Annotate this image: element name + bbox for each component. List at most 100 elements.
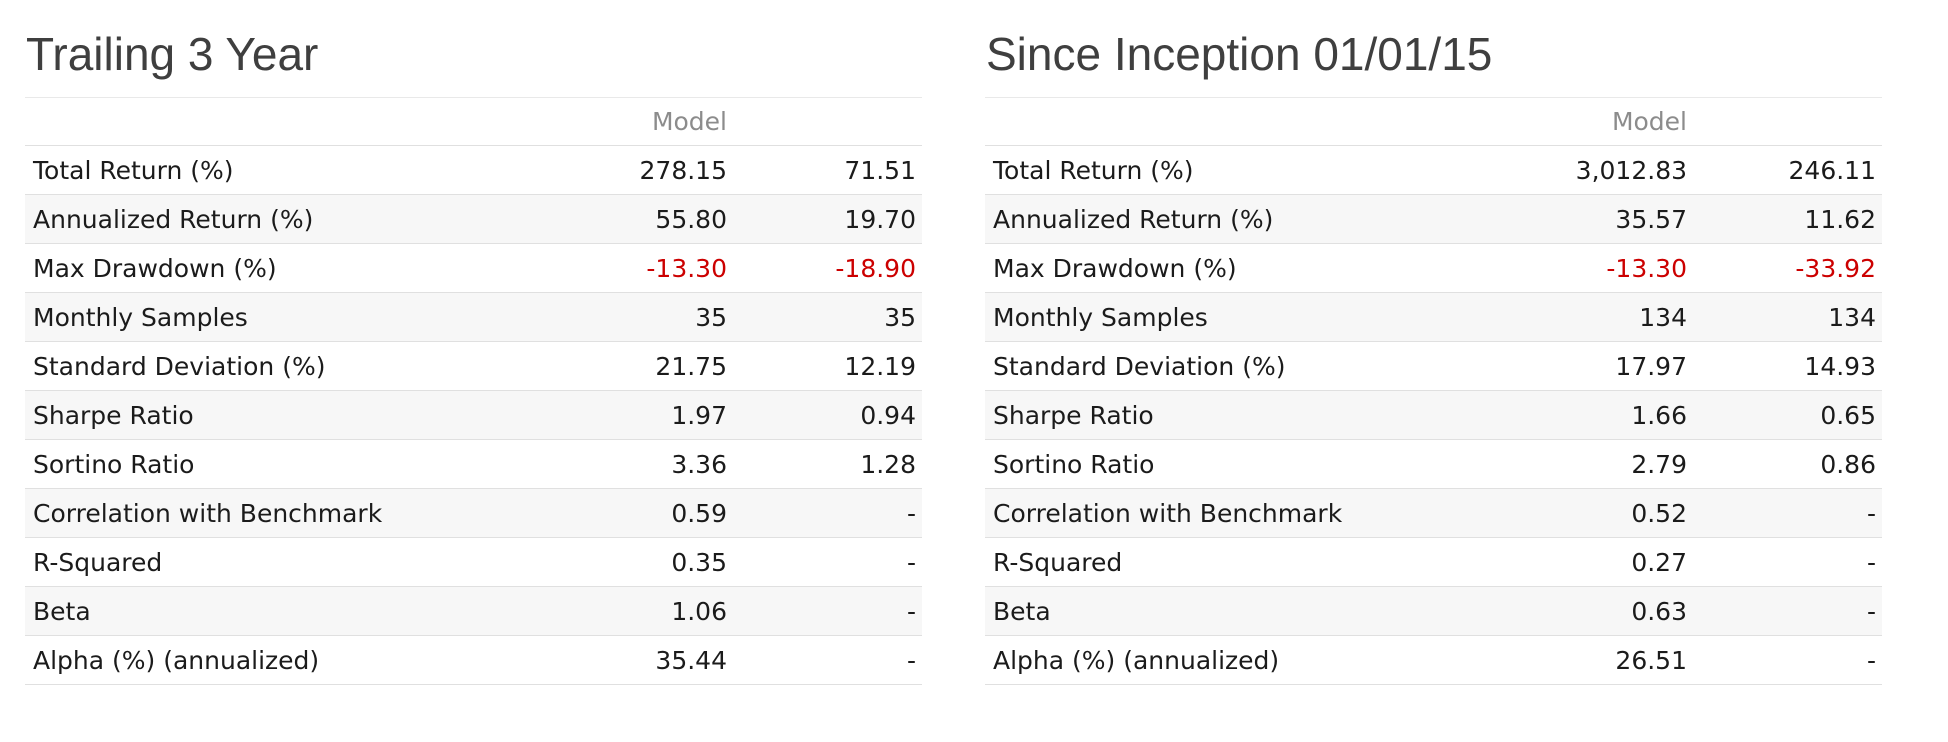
table-row: Alpha (%) (annualized) 26.51- (985, 635, 1882, 686)
benchmark-value: 0.65 (1687, 390, 1882, 441)
metric-label: R-Squared (25, 537, 405, 588)
benchmark-value: 1.28 (727, 439, 922, 490)
model-value: 35.44 (405, 635, 727, 686)
benchmark-column-header (727, 97, 922, 147)
table-row: Max Drawdown (%) -13.30 -33.92 (985, 243, 1882, 294)
metric-label: Alpha (%) (annualized) (25, 635, 405, 686)
model-value: 35 (405, 292, 727, 343)
benchmark-value: 71.51 (727, 145, 922, 196)
metric-label: Total Return (%) (985, 145, 1365, 196)
model-value: 134 (1365, 292, 1687, 343)
metric-label: Alpha (%) (annualized) (985, 635, 1365, 686)
model-value: -13.30 (1365, 243, 1687, 294)
section-title: Since Inception 01/01/15 (985, 24, 1882, 98)
metric-label: Beta (985, 586, 1365, 637)
model-value: 17.97 (1365, 341, 1687, 392)
table-header-row: Model (25, 97, 922, 147)
model-value: 0.52 (1365, 488, 1687, 539)
table-row: Annualized Return (%) 55.80 19.70 (25, 194, 922, 245)
table-row: Monthly Samples 134 134 (985, 292, 1882, 343)
model-value: 0.27 (1365, 537, 1687, 588)
stats-section-since-inception: Since Inception 01/01/15 Model Total Ret… (985, 24, 1882, 686)
stats-table: Model Total Return (%) 3,012.83 246.11 Annu… (985, 97, 1882, 686)
model-value: 3.36 (405, 439, 727, 490)
table-row: Beta 0.63- (985, 586, 1882, 637)
benchmark-value: - (727, 586, 922, 637)
benchmark-value: 12.19 (727, 341, 922, 392)
metric-label: Sortino Ratio (25, 439, 405, 490)
benchmark-column-header (1687, 97, 1882, 147)
metric-label: Monthly Samples (985, 292, 1365, 343)
benchmark-value: -33.92 (1687, 243, 1882, 294)
table-row: Sharpe Ratio 1.66 0.65 (985, 390, 1882, 441)
metric-label: Annualized Return (%) (25, 194, 405, 245)
model-value: 2.79 (1365, 439, 1687, 490)
model-value: 278.15 (405, 145, 727, 196)
table-row: Correlation with Benchmark 0.59- (25, 488, 922, 539)
benchmark-value: 134 (1687, 292, 1882, 343)
model-value: 26.51 (1365, 635, 1687, 686)
benchmark-value: 246.11 (1687, 145, 1882, 196)
table-row: Annualized Return (%) 35.57 11.62 (985, 194, 1882, 245)
benchmark-value: 35 (727, 292, 922, 343)
metric-label: Standard Deviation (%) (25, 341, 405, 392)
table-row: R-Squared 0.35- (25, 537, 922, 588)
model-value: 35.57 (1365, 194, 1687, 245)
benchmark-value: - (1687, 586, 1882, 637)
model-column-header: Model (1365, 97, 1687, 147)
metric-label: Sharpe Ratio (985, 390, 1365, 441)
model-value: -13.30 (405, 243, 727, 294)
metric-label: Monthly Samples (25, 292, 405, 343)
benchmark-value: 14.93 (1687, 341, 1882, 392)
table-row: Correlation with Benchmark 0.52- (985, 488, 1882, 539)
benchmark-value: 0.86 (1687, 439, 1882, 490)
table-row: Total Return (%) 278.15 71.51 (25, 145, 922, 196)
metric-label: Beta (25, 586, 405, 637)
stats-table: Model Total Return (%) 278.15 71.51 Annuali… (25, 97, 922, 686)
metric-label: R-Squared (985, 537, 1365, 588)
benchmark-value: - (1687, 537, 1882, 588)
table-body: Total Return (%) 3,012.83 246.11 Annualized… (985, 145, 1882, 686)
table-row: Sharpe Ratio 1.97 0.94 (25, 390, 922, 441)
table-body: Total Return (%) 278.15 71.51 Annualized Re… (25, 145, 922, 686)
table-row: Max Drawdown (%) -13.30 -18.90 (25, 243, 922, 294)
model-value: 0.35 (405, 537, 727, 588)
performance-statistics-page: Trailing 3 Year Model Total Return (%) 27… (25, 24, 1882, 686)
section-title: Trailing 3 Year (25, 24, 922, 98)
stats-section-trailing-3-year: Trailing 3 Year Model Total Return (%) 27… (25, 24, 922, 686)
model-column-header: Model (405, 97, 727, 147)
table-row: Alpha (%) (annualized) 35.44- (25, 635, 922, 686)
table-header-row: Model (985, 97, 1882, 147)
table-row: Beta 1.06- (25, 586, 922, 637)
table-row: Sortino Ratio 3.36 1.28 (25, 439, 922, 490)
model-value: 1.66 (1365, 390, 1687, 441)
metric-column-header (985, 97, 1365, 147)
table-row: Standard Deviation (%) 21.75 12.19 (25, 341, 922, 392)
benchmark-value: - (727, 635, 922, 686)
model-value: 0.63 (1365, 586, 1687, 637)
metric-column-header (25, 97, 405, 147)
metric-label: Annualized Return (%) (985, 194, 1365, 245)
table-row: Total Return (%) 3,012.83 246.11 (985, 145, 1882, 196)
metric-label: Sharpe Ratio (25, 390, 405, 441)
metric-label: Max Drawdown (%) (25, 243, 405, 294)
model-value: 55.80 (405, 194, 727, 245)
benchmark-value: - (1687, 488, 1882, 539)
table-row: R-Squared 0.27- (985, 537, 1882, 588)
benchmark-value: 11.62 (1687, 194, 1882, 245)
metric-label: Standard Deviation (%) (985, 341, 1365, 392)
table-row: Sortino Ratio 2.79 0.86 (985, 439, 1882, 490)
metric-label: Sortino Ratio (985, 439, 1365, 490)
benchmark-value: - (1687, 635, 1882, 686)
table-row: Monthly Samples 35 35 (25, 292, 922, 343)
metric-label: Correlation with Benchmark (985, 488, 1365, 539)
metric-label: Correlation with Benchmark (25, 488, 405, 539)
model-value: 1.97 (405, 390, 727, 441)
benchmark-value: 0.94 (727, 390, 922, 441)
table-row: Standard Deviation (%) 17.97 14.93 (985, 341, 1882, 392)
model-value: 3,012.83 (1365, 145, 1687, 196)
benchmark-value: - (727, 488, 922, 539)
benchmark-value: -18.90 (727, 243, 922, 294)
metric-label: Total Return (%) (25, 145, 405, 196)
metric-label: Max Drawdown (%) (985, 243, 1365, 294)
